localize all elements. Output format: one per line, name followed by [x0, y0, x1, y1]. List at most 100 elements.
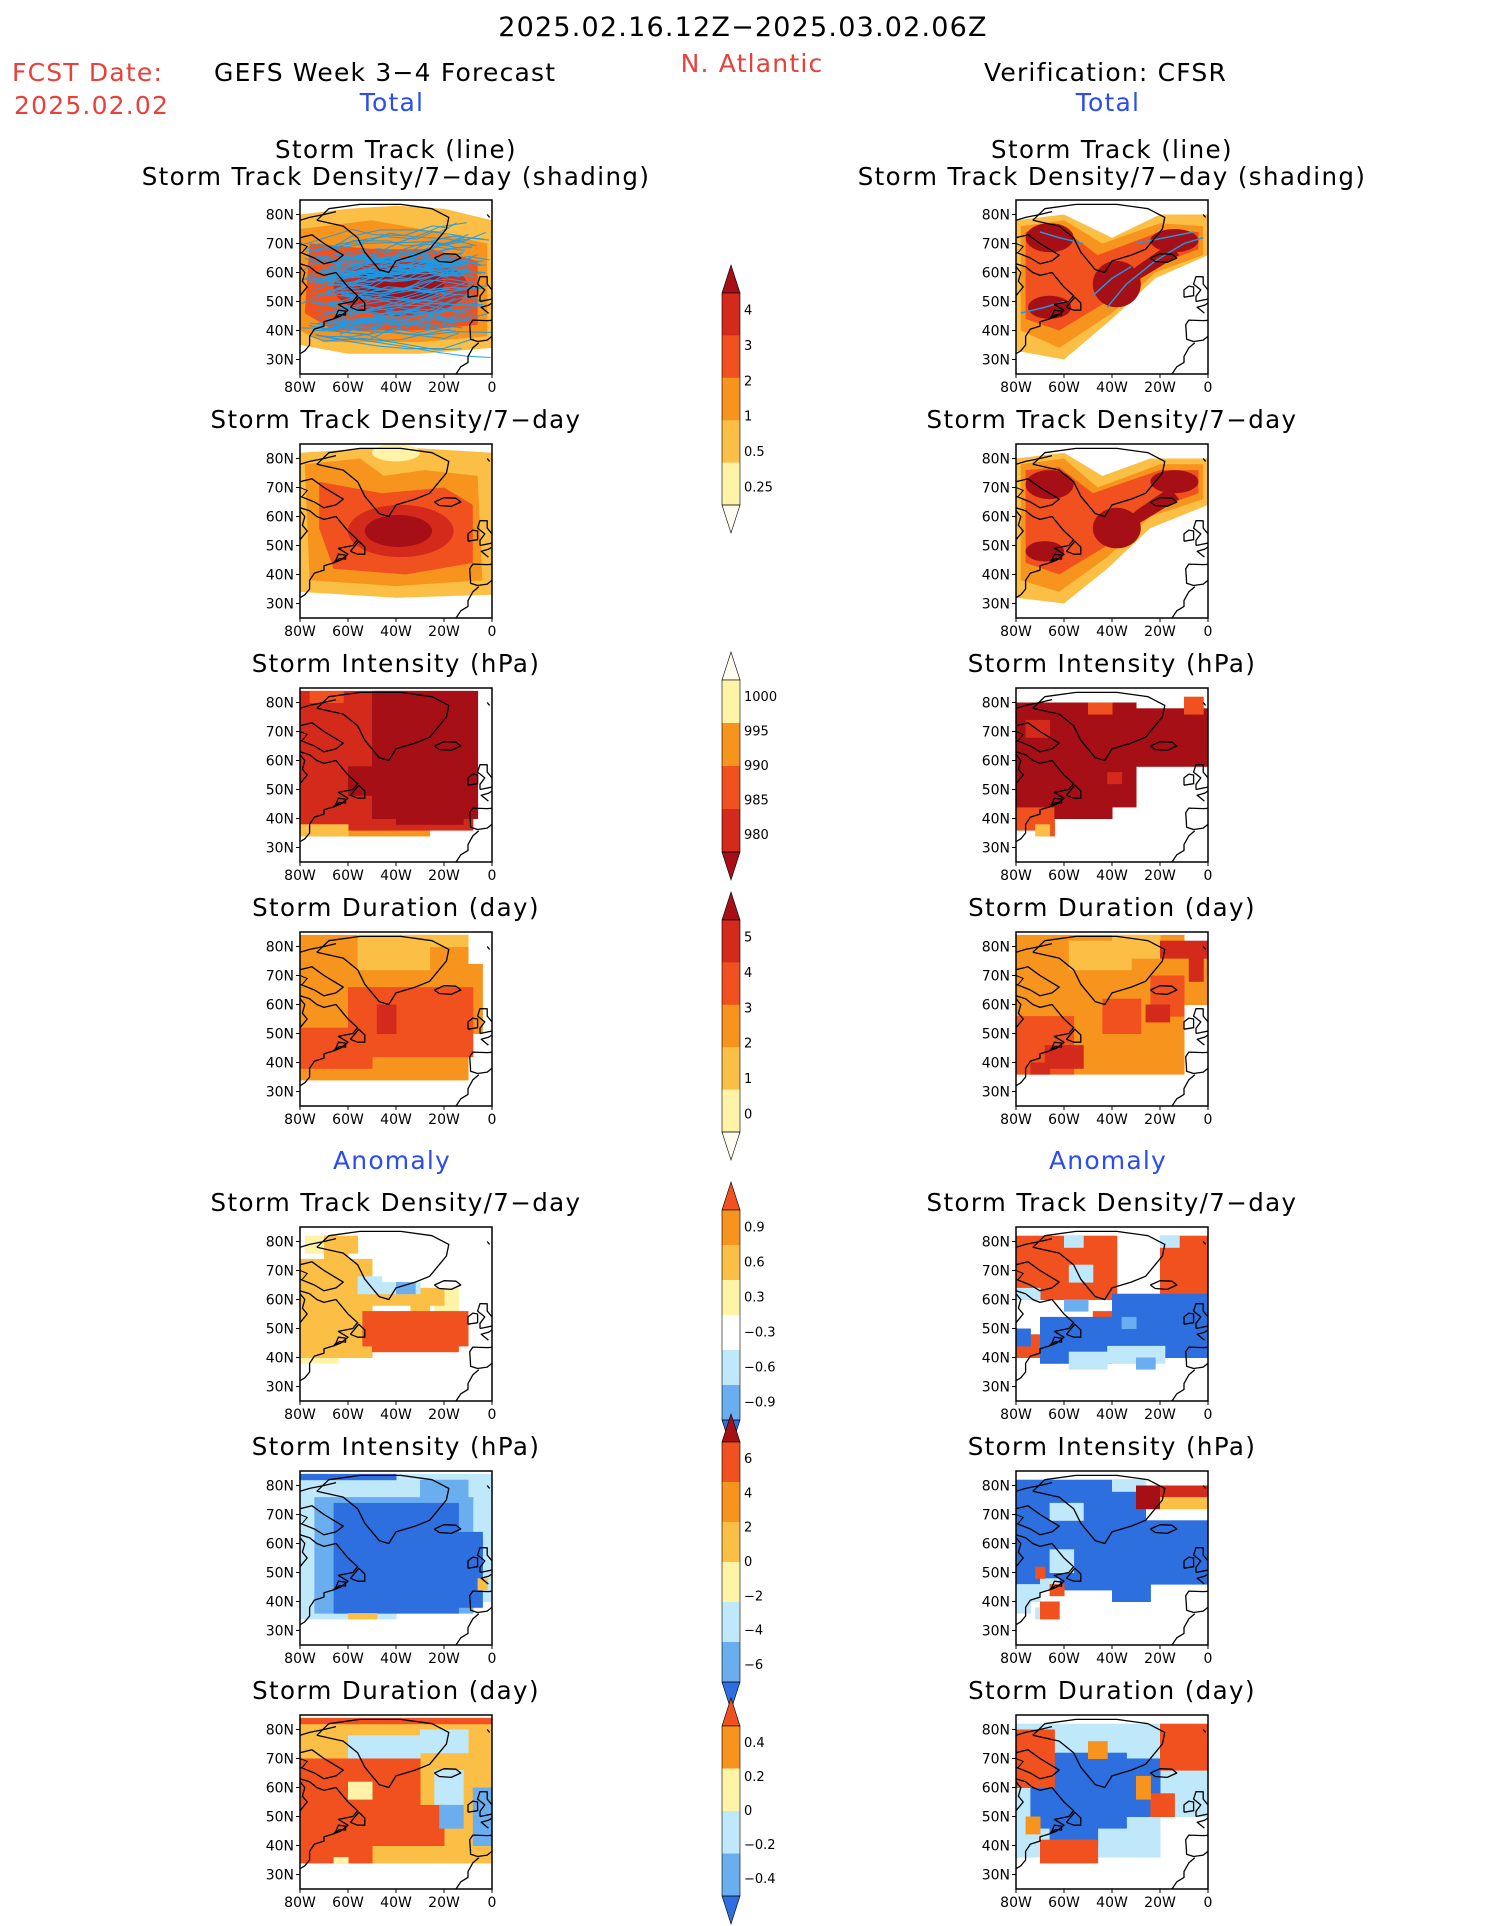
lat-tick-label: 80N — [982, 696, 1010, 712]
colorbar-tick-label: 4 — [744, 966, 752, 981]
lat-tick-label: 60N — [266, 266, 294, 282]
lon-tick-label: 20W — [428, 380, 460, 396]
lat-tick-label: 70N — [982, 1508, 1010, 1524]
colorbar-tick-label: 995 — [744, 725, 769, 740]
grid-cells — [376, 1004, 397, 1034]
grid-cell — [324, 1235, 359, 1254]
lat-tick-label: 60N — [266, 1781, 294, 1797]
colorbar-intensity-anom: 6 4 2 0 −2 −4 −6 — [721, 1413, 763, 1711]
lon-tick-label: 0 — [1204, 1112, 1213, 1128]
section-total-left: Total — [359, 88, 425, 117]
panel-title: Storm Duration (day) — [968, 893, 1256, 922]
lat-tick-label: 80N — [982, 940, 1010, 956]
lat-tick-label: 50N — [982, 783, 1010, 799]
panel-title: Storm Track Density/7−day — [210, 1188, 582, 1217]
lon-tick-label: 60W — [332, 380, 364, 396]
grid-cell — [1188, 958, 1204, 982]
map-plot: 80N 70N 60N 50N 40N 30N 80W 60W 40W 20W 0 — [982, 1470, 1212, 1667]
lat-tick-label: 40N — [266, 1056, 294, 1072]
grid-cell — [348, 1781, 373, 1800]
lat-tick-label: 80N — [982, 208, 1010, 224]
shade-region — [1025, 541, 1064, 562]
grid-cell — [357, 934, 431, 971]
colorbar-segment — [722, 723, 740, 767]
colorbar-tick-label: 0 — [744, 1107, 752, 1122]
grid-cells — [300, 830, 431, 837]
lat-tick-label: 50N — [266, 1027, 294, 1043]
map-plot: 80N 70N 60N 50N 40N 30N 80W 60W 40W 20W 0 — [982, 199, 1212, 396]
colorbar-tick-label: 990 — [744, 759, 769, 774]
panel-title: Storm Track Density/7−day — [210, 405, 582, 434]
shade-region — [1150, 470, 1199, 494]
lat-tick-label: 70N — [982, 1752, 1010, 1768]
lon-tick-label: 40W — [1096, 1895, 1128, 1911]
grid-cell — [1025, 1816, 1041, 1835]
lon-tick-label: 60W — [1048, 1112, 1080, 1128]
colorbar-tick-label: 0.6 — [744, 1256, 765, 1271]
section-anomaly-right: Anomaly — [1048, 1146, 1168, 1175]
lon-tick-label: 80W — [1000, 1112, 1032, 1128]
colorbar-segment — [722, 680, 740, 724]
lat-tick-label: 40N — [982, 324, 1010, 340]
lon-tick-label: 60W — [332, 1895, 364, 1911]
map-plot: 80N 70N 60N 50N 40N 30N 80W 60W 40W 20W 0 — [982, 1714, 1212, 1911]
lon-tick-label: 80W — [284, 1112, 316, 1128]
lon-tick-label: 40W — [1096, 1407, 1128, 1423]
coastline-outlines — [1016, 691, 1208, 862]
lat-tick-label: 30N — [982, 1380, 1010, 1396]
map-plot: 80N 70N 60N 50N 40N 30N 80W 60W 40W 20W 0 — [266, 687, 496, 884]
lat-tick-label: 40N — [266, 1839, 294, 1855]
colorbar-top-tip — [721, 1413, 741, 1443]
lat-tick-label: 30N — [266, 1380, 294, 1396]
colorbar-segment — [722, 1726, 740, 1769]
period-title: 2025.02.16.12Z−2025.03.02.06Z — [498, 12, 988, 43]
coastline-outlines — [1016, 1230, 1208, 1401]
colorbar-tick-label: 2 — [744, 374, 752, 389]
grid-cells — [1136, 1485, 1161, 1510]
lon-tick-label: 20W — [1144, 380, 1176, 396]
grid-cell — [420, 1479, 469, 1498]
colorbar-segment — [722, 1602, 740, 1643]
lat-tick-label: 70N — [266, 481, 294, 497]
grid-cell — [304, 1235, 325, 1254]
lon-tick-label: 20W — [428, 868, 460, 884]
lon-tick-label: 80W — [1000, 1651, 1032, 1667]
lat-tick-label: 80N — [982, 452, 1010, 468]
lat-tick-label: 30N — [982, 1085, 1010, 1101]
colorbar-segment — [722, 1385, 740, 1421]
grid-cells — [396, 1282, 416, 1295]
lat-tick-label: 40N — [266, 812, 294, 828]
lon-tick-label: 60W — [1048, 1895, 1080, 1911]
colorbar-segment — [722, 1768, 740, 1812]
grid-cell — [1068, 1351, 1108, 1370]
lon-tick-label: 80W — [1000, 380, 1032, 396]
colorbar-tick-label: 5 — [744, 931, 752, 946]
lon-tick-label: 40W — [380, 1407, 412, 1423]
colorbar-intensity-total: 1000 995 990 985 980 — [721, 651, 777, 881]
lat-tick-label: 60N — [982, 998, 1010, 1014]
lon-tick-label: 60W — [1048, 1651, 1080, 1667]
storm-track-lines — [300, 222, 492, 359]
map-plot: 80N 70N 60N 50N 40N 30N 80W 60W 40W 20W 0 — [266, 199, 496, 396]
colorbar-segment — [722, 766, 740, 810]
lon-tick-label: 40W — [380, 1112, 412, 1128]
colorbar-segment — [722, 962, 740, 1006]
colorbar-tick-label: 0.4 — [744, 1736, 765, 1751]
colorbar-top-tip — [721, 891, 741, 921]
lon-tick-label: 40W — [380, 1651, 412, 1667]
grid-cell — [1102, 998, 1142, 1034]
lat-tick-label: 50N — [266, 539, 294, 555]
lat-tick-label: 50N — [266, 295, 294, 311]
lon-tick-label: 40W — [380, 1895, 412, 1911]
grid-cell — [1088, 702, 1113, 715]
lon-tick-label: 20W — [1144, 1407, 1176, 1423]
grid-cells — [1064, 1299, 1156, 1370]
lon-tick-label: 40W — [1096, 1651, 1128, 1667]
lon-tick-label: 0 — [1204, 624, 1213, 640]
colorbar-segment — [722, 1245, 740, 1281]
colorbar-top-tip — [721, 1697, 741, 1727]
grid-cells — [1160, 1497, 1208, 1510]
colorbar-segment — [722, 1811, 740, 1854]
lat-tick-label: 30N — [982, 597, 1010, 613]
lat-tick-label: 50N — [266, 783, 294, 799]
